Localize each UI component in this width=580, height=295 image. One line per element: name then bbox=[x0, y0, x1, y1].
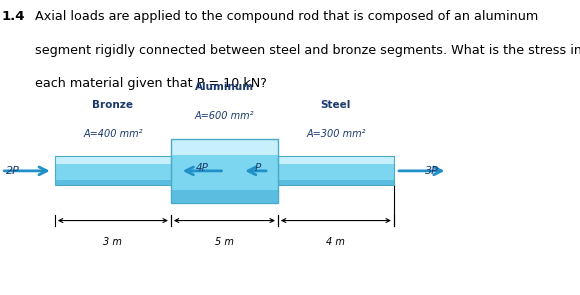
Bar bbox=[171, 139, 278, 203]
Text: segment rigidly connected between steel and bronze segments. What is the stress : segment rigidly connected between steel … bbox=[35, 44, 580, 57]
Text: P: P bbox=[255, 163, 261, 173]
FancyBboxPatch shape bbox=[55, 156, 171, 186]
Bar bbox=[55, 156, 171, 186]
Text: 3P: 3P bbox=[425, 166, 438, 176]
Text: Axial loads are applied to the compound rod that is composed of an aluminum: Axial loads are applied to the compound … bbox=[35, 10, 538, 23]
Bar bbox=[171, 190, 278, 203]
Text: 5 m: 5 m bbox=[215, 237, 234, 247]
Text: 4P: 4P bbox=[195, 163, 209, 173]
Bar bbox=[171, 140, 278, 155]
FancyBboxPatch shape bbox=[171, 139, 278, 203]
Bar bbox=[55, 180, 171, 186]
Text: Steel: Steel bbox=[321, 99, 351, 109]
Text: A=300 mm²: A=300 mm² bbox=[306, 129, 365, 139]
FancyBboxPatch shape bbox=[278, 156, 394, 186]
Text: Aluminum: Aluminum bbox=[195, 82, 254, 92]
Bar bbox=[278, 180, 394, 186]
Text: 2P: 2P bbox=[6, 166, 20, 176]
Text: 4 m: 4 m bbox=[327, 237, 345, 247]
Text: A=400 mm²: A=400 mm² bbox=[83, 129, 143, 139]
Text: Bronze: Bronze bbox=[92, 99, 133, 109]
Text: 1.4: 1.4 bbox=[1, 10, 25, 23]
Text: each material given that P = 10 kN?: each material given that P = 10 kN? bbox=[35, 77, 267, 90]
Bar bbox=[278, 156, 394, 186]
Text: 3 m: 3 m bbox=[103, 237, 122, 247]
Text: A=600 mm²: A=600 mm² bbox=[195, 111, 254, 121]
Bar bbox=[55, 157, 171, 163]
Bar bbox=[278, 157, 394, 163]
